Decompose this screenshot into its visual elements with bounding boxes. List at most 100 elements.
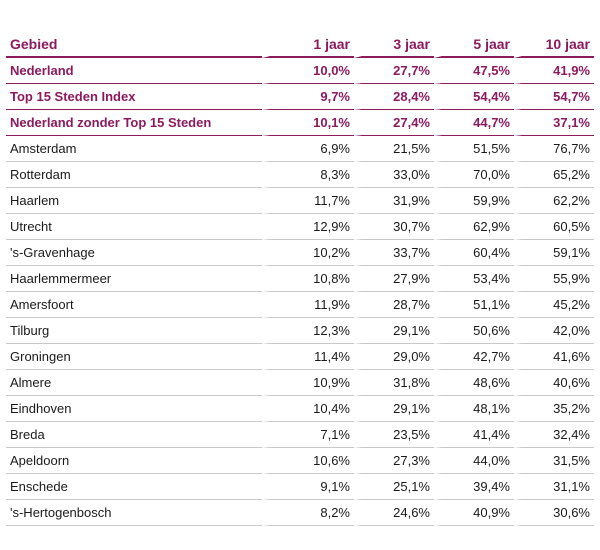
row-label: Breda	[6, 422, 262, 448]
row-label: Eindhoven	[6, 396, 262, 422]
row-value: 60,4%	[434, 240, 514, 266]
row-value: 54,7%	[514, 84, 594, 110]
row-value: 7,1%	[262, 422, 354, 448]
row-label: Utrecht	[6, 214, 262, 240]
row-label: 's-Hertogenbosch	[6, 500, 262, 526]
column-header-10-jaar: 10 jaar	[514, 32, 594, 58]
row-value: 9,1%	[262, 474, 354, 500]
row-value: 27,9%	[354, 266, 434, 292]
row-label: Top 15 Steden Index	[6, 84, 262, 110]
row-value: 70,0%	[434, 162, 514, 188]
table-row: Breda 7,1% 23,5% 41,4% 32,4%	[6, 422, 594, 448]
row-value: 48,6%	[434, 370, 514, 396]
table-row: Haarlem 11,7% 31,9% 59,9% 62,2%	[6, 188, 594, 214]
row-label: Nederland zonder Top 15 Steden	[6, 110, 262, 136]
table-header-row: Gebied 1 jaar 3 jaar 5 jaar 10 jaar	[6, 32, 594, 58]
row-value: 6,9%	[262, 136, 354, 162]
row-value: 25,1%	[354, 474, 434, 500]
row-value: 10,9%	[262, 370, 354, 396]
table-row: Enschede 9,1% 25,1% 39,4% 31,1%	[6, 474, 594, 500]
row-value: 12,3%	[262, 318, 354, 344]
row-label: Amersfoort	[6, 292, 262, 318]
row-label: Almere	[6, 370, 262, 396]
row-value: 10,0%	[262, 58, 354, 84]
row-value: 30,6%	[514, 500, 594, 526]
column-header-1-jaar: 1 jaar	[262, 32, 354, 58]
row-value: 10,2%	[262, 240, 354, 266]
row-value: 29,0%	[354, 344, 434, 370]
row-value: 30,7%	[354, 214, 434, 240]
table-row: Almere 10,9% 31,8% 48,6% 40,6%	[6, 370, 594, 396]
row-value: 8,3%	[262, 162, 354, 188]
row-value: 33,7%	[354, 240, 434, 266]
row-value: 55,9%	[514, 266, 594, 292]
table-row: Amsterdam 6,9% 21,5% 51,5% 76,7%	[6, 136, 594, 162]
price-change-table-container: Gebied 1 jaar 3 jaar 5 jaar 10 jaar Nede…	[6, 32, 594, 526]
row-value: 60,5%	[514, 214, 594, 240]
row-value: 59,9%	[434, 188, 514, 214]
column-header-5-jaar: 5 jaar	[434, 32, 514, 58]
table-row: Rotterdam 8,3% 33,0% 70,0% 65,2%	[6, 162, 594, 188]
table-row: Eindhoven 10,4% 29,1% 48,1% 35,2%	[6, 396, 594, 422]
row-value: 35,2%	[514, 396, 594, 422]
row-value: 41,9%	[514, 58, 594, 84]
row-value: 40,9%	[434, 500, 514, 526]
table-row: Amersfoort 11,9% 28,7% 51,1% 45,2%	[6, 292, 594, 318]
row-label: Groningen	[6, 344, 262, 370]
row-value: 44,0%	[434, 448, 514, 474]
row-label: Haarlemmermeer	[6, 266, 262, 292]
row-label: Rotterdam	[6, 162, 262, 188]
table-row: Utrecht 12,9% 30,7% 62,9% 60,5%	[6, 214, 594, 240]
row-value: 62,2%	[514, 188, 594, 214]
row-value: 31,9%	[354, 188, 434, 214]
row-value: 8,2%	[262, 500, 354, 526]
price-change-table: Gebied 1 jaar 3 jaar 5 jaar 10 jaar Nede…	[6, 32, 594, 526]
row-value: 10,1%	[262, 110, 354, 136]
row-value: 21,5%	[354, 136, 434, 162]
row-value: 48,1%	[434, 396, 514, 422]
row-value: 50,6%	[434, 318, 514, 344]
row-value: 42,0%	[514, 318, 594, 344]
row-value: 9,7%	[262, 84, 354, 110]
row-value: 11,4%	[262, 344, 354, 370]
row-value: 76,7%	[514, 136, 594, 162]
row-value: 51,5%	[434, 136, 514, 162]
row-value: 32,4%	[514, 422, 594, 448]
row-value: 40,6%	[514, 370, 594, 396]
table-body: Nederland 10,0% 27,7% 47,5% 41,9% Top 15 Sted…	[6, 58, 594, 526]
row-value: 23,5%	[354, 422, 434, 448]
row-value: 51,1%	[434, 292, 514, 318]
row-label: Enschede	[6, 474, 262, 500]
row-label: Tilburg	[6, 318, 262, 344]
row-value: 27,4%	[354, 110, 434, 136]
row-value: 12,9%	[262, 214, 354, 240]
row-value: 29,1%	[354, 396, 434, 422]
row-label: Apeldoorn	[6, 448, 262, 474]
row-value: 59,1%	[514, 240, 594, 266]
row-value: 11,7%	[262, 188, 354, 214]
row-value: 10,6%	[262, 448, 354, 474]
row-value: 11,9%	[262, 292, 354, 318]
summary-row: Top 15 Steden Index 9,7% 28,4% 54,4% 54,7%	[6, 84, 594, 110]
row-value: 65,2%	[514, 162, 594, 188]
row-value: 53,4%	[434, 266, 514, 292]
row-label: 's-Gravenhage	[6, 240, 262, 266]
row-value: 41,4%	[434, 422, 514, 448]
row-value: 10,8%	[262, 266, 354, 292]
row-value: 24,6%	[354, 500, 434, 526]
table-row: Haarlemmermeer 10,8% 27,9% 53,4% 55,9%	[6, 266, 594, 292]
row-value: 31,5%	[514, 448, 594, 474]
row-value: 41,6%	[514, 344, 594, 370]
column-header-gebied: Gebied	[6, 32, 262, 58]
row-value: 31,1%	[514, 474, 594, 500]
table-row: Tilburg 12,3% 29,1% 50,6% 42,0%	[6, 318, 594, 344]
table-row: 's-Hertogenbosch 8,2% 24,6% 40,9% 30,6%	[6, 500, 594, 526]
row-value: 44,7%	[434, 110, 514, 136]
summary-row: Nederland zonder Top 15 Steden 10,1% 27,4%…	[6, 110, 594, 136]
row-value: 42,7%	[434, 344, 514, 370]
summary-row: Nederland 10,0% 27,7% 47,5% 41,9%	[6, 58, 594, 84]
row-value: 39,4%	[434, 474, 514, 500]
row-value: 54,4%	[434, 84, 514, 110]
row-value: 27,7%	[354, 58, 434, 84]
table-row: 's-Gravenhage 10,2% 33,7% 60,4% 59,1%	[6, 240, 594, 266]
